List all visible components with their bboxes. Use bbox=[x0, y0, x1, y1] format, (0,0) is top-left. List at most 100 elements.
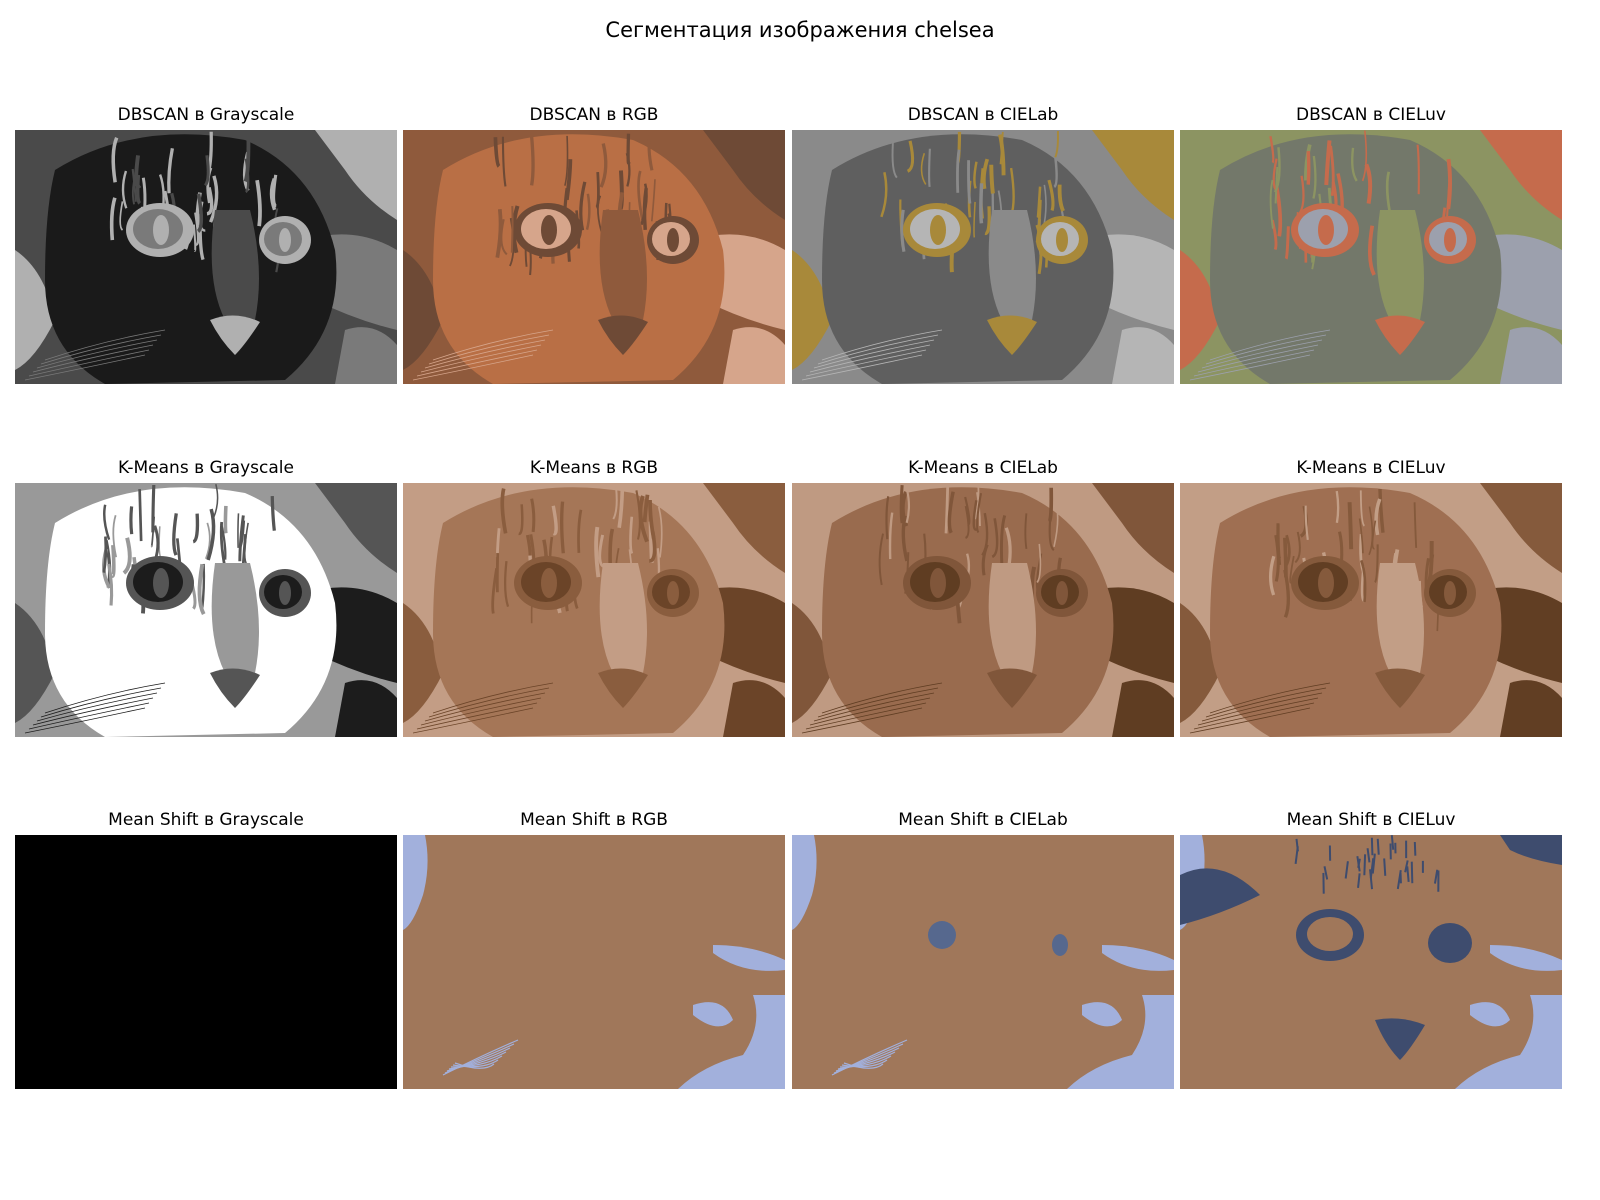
nose bbox=[1375, 315, 1425, 355]
background-patch bbox=[15, 250, 55, 370]
segmented-image bbox=[403, 483, 785, 737]
whisker bbox=[839, 1055, 892, 1068]
light-cluster-region bbox=[403, 835, 428, 930]
fur-stripe bbox=[1406, 866, 1410, 882]
fur-stripe bbox=[598, 534, 605, 568]
ear-region bbox=[1480, 130, 1562, 220]
fur-stripe bbox=[129, 506, 134, 535]
segmented-image bbox=[15, 483, 397, 737]
fur-stripe bbox=[650, 179, 656, 222]
left-pupil bbox=[930, 215, 946, 245]
fur-stripe bbox=[1359, 490, 1366, 527]
fur-stripe bbox=[1357, 873, 1361, 888]
fur-stripe bbox=[885, 496, 890, 540]
fur-stripe bbox=[131, 168, 137, 202]
fur-stripe bbox=[1284, 226, 1290, 260]
fur-stripe bbox=[1413, 502, 1418, 548]
fur-stripe bbox=[956, 149, 961, 193]
ear-region bbox=[1480, 483, 1562, 573]
whisker bbox=[420, 697, 542, 726]
nose-bridge bbox=[988, 563, 1036, 673]
background-patch bbox=[335, 327, 397, 384]
segmented-image bbox=[403, 130, 785, 384]
whisker bbox=[28, 349, 150, 377]
fur-stripe bbox=[192, 513, 200, 544]
right-eye bbox=[1428, 923, 1472, 963]
light-cluster-region bbox=[1490, 945, 1562, 971]
fur-stripe bbox=[102, 536, 108, 573]
nose bbox=[1375, 668, 1425, 708]
whisker bbox=[424, 692, 546, 722]
whisker bbox=[1197, 697, 1319, 726]
fur-stripe bbox=[500, 219, 508, 256]
fur-stripe bbox=[138, 489, 143, 542]
fur-stripe bbox=[984, 206, 991, 236]
fur-stripe bbox=[1306, 151, 1311, 185]
right-pupil bbox=[279, 228, 291, 252]
nose bbox=[1375, 1018, 1425, 1060]
light-cluster-region bbox=[713, 945, 785, 971]
whisker bbox=[1205, 687, 1327, 718]
whisker bbox=[843, 1062, 884, 1069]
whisker bbox=[416, 702, 538, 730]
fur-stripe bbox=[103, 504, 111, 541]
fur-stripe bbox=[612, 487, 618, 520]
fur-stripe bbox=[1368, 506, 1374, 556]
whisker bbox=[1201, 339, 1323, 369]
panel-title: K-Means в RGB bbox=[529, 458, 659, 478]
background-patch bbox=[1180, 250, 1220, 370]
nose bbox=[210, 315, 260, 355]
cat-face-region bbox=[1210, 487, 1502, 737]
whisker bbox=[24, 707, 146, 734]
fur-stripe bbox=[1057, 184, 1065, 212]
fur-stripe bbox=[976, 493, 983, 534]
background-patch bbox=[1112, 327, 1174, 384]
fur-stripe bbox=[1273, 147, 1281, 193]
nose-bridge bbox=[1376, 210, 1424, 320]
nose bbox=[210, 668, 260, 708]
light-cluster-region bbox=[693, 1002, 733, 1027]
fur-stripe bbox=[510, 205, 514, 253]
nose-bridge bbox=[211, 210, 259, 320]
whisker bbox=[833, 1043, 904, 1074]
whisker bbox=[1189, 707, 1311, 734]
fur-stripe bbox=[1036, 186, 1042, 220]
whisker bbox=[801, 707, 923, 734]
background-patch bbox=[792, 603, 832, 723]
fur-stripe bbox=[1269, 135, 1275, 164]
fur-stripe bbox=[1323, 866, 1329, 880]
fur-stripe bbox=[237, 513, 240, 548]
cat-face-region bbox=[433, 134, 725, 384]
fur-stripe bbox=[1359, 559, 1367, 603]
fur-stripe bbox=[203, 155, 210, 187]
fur-stripe bbox=[585, 193, 591, 230]
fur-stripe bbox=[1324, 140, 1332, 186]
fur-stripe bbox=[647, 131, 654, 171]
fur-stripe bbox=[1053, 496, 1059, 547]
fur-stripe bbox=[495, 208, 503, 258]
fur-stripe bbox=[503, 560, 510, 607]
whisker bbox=[446, 1047, 511, 1072]
right-pupil bbox=[1056, 228, 1068, 252]
background-patch bbox=[792, 250, 832, 370]
fur-stripe bbox=[928, 148, 931, 188]
whisker bbox=[452, 1059, 499, 1068]
whisker bbox=[809, 697, 931, 726]
whisker bbox=[813, 692, 935, 722]
whisker bbox=[817, 334, 939, 365]
fur-stripe bbox=[991, 518, 999, 559]
ear-region bbox=[703, 483, 785, 573]
fur-stripe bbox=[577, 509, 583, 553]
light-cluster-region bbox=[1082, 1002, 1122, 1027]
whisker bbox=[36, 339, 158, 369]
fur-stripe bbox=[1053, 149, 1058, 188]
fur-stripe bbox=[172, 513, 178, 556]
whisker bbox=[837, 1051, 896, 1070]
whisker bbox=[821, 682, 943, 714]
right-pupil bbox=[667, 581, 679, 605]
fur-stripe bbox=[989, 164, 995, 194]
nose-bridge bbox=[211, 563, 259, 673]
fur-stripe bbox=[167, 148, 174, 194]
fur-stripe bbox=[1351, 147, 1358, 182]
fur-stripe bbox=[238, 515, 245, 562]
